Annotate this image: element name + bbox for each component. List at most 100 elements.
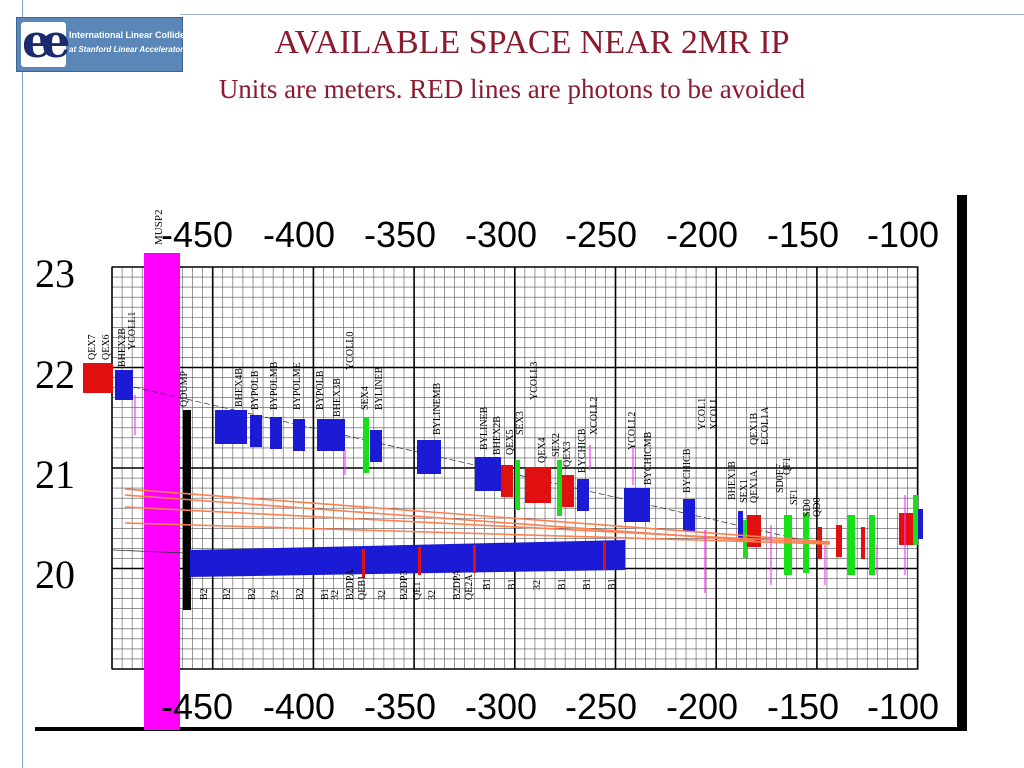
- magnet-bhex2b: [475, 457, 501, 491]
- label-bychicb-2: BYCHICB: [682, 448, 693, 493]
- label-sex2: SEX2: [551, 433, 562, 457]
- label-bhex1b: BHEX1B: [727, 461, 738, 500]
- photon-line: [124, 488, 831, 543]
- ilc-logo-mark: ee: [21, 14, 70, 68]
- label-sex3: SEX3: [515, 411, 526, 435]
- y-tick: 23: [35, 251, 75, 296]
- label-qex6: QEX6: [101, 334, 112, 360]
- beamline-layout-diagram: MUSP2 -450 -400 -350 -300 -250 -200 -150…: [35, 195, 967, 731]
- label-bhex2b: BHEX2B: [117, 328, 128, 367]
- red-marker: [362, 549, 365, 577]
- label-xcoll2: XCOLL2: [589, 397, 600, 435]
- label-ycoll0: YCOLL0: [345, 332, 356, 370]
- magnet-sex4: [363, 417, 369, 473]
- label-b1: B1: [557, 578, 568, 590]
- x-tick-bottom: -350: [364, 686, 436, 727]
- photon-line: [124, 522, 831, 545]
- label-ecol1a: ECOL1A: [760, 406, 771, 445]
- x-tick-bottom: -300: [465, 686, 537, 727]
- label-b2: B2: [295, 588, 306, 600]
- label-bypolmb: BYPOLMB: [269, 361, 280, 410]
- magnet-bypolb: [317, 419, 345, 451]
- magnet-qex7: [83, 363, 113, 393]
- photon-line: [124, 494, 756, 542]
- label-qe2a: QE2A: [464, 574, 475, 600]
- label-bychicmb: BYCHICMB: [643, 431, 654, 485]
- label-xcoll: XCOLL: [709, 397, 720, 430]
- magnet-qf1: [836, 525, 842, 557]
- label-bylinemb: BYLINEMB: [432, 382, 443, 435]
- label-32: 32: [330, 590, 341, 600]
- x-tick-bottom: -450: [161, 686, 233, 727]
- magnet-red-final: [899, 513, 913, 545]
- slide-subtitle: Units are meters. RED lines are photons …: [218, 74, 806, 104]
- x-tick-top: -450: [161, 214, 233, 255]
- photon-lines: [124, 488, 831, 545]
- magnet-qex5: [501, 465, 513, 497]
- photon-line: [124, 506, 831, 544]
- label-qex1a: QEX1A: [749, 469, 760, 503]
- frame-right-edge: [957, 195, 967, 730]
- label-qex1b: QEX1B: [749, 412, 760, 445]
- label-b1: B1: [482, 578, 493, 590]
- label-bhex3b: BHEX3B: [332, 378, 343, 417]
- logo-line1: International Linear Collider: [69, 30, 189, 40]
- label-bhex4b: BHEX4B: [234, 368, 245, 407]
- magnet-bypolme: [293, 419, 305, 451]
- magnet-bhex4b: [215, 410, 247, 444]
- label-bylineb-2: BYLINEB: [479, 406, 490, 450]
- x-tick-bottom: -200: [666, 686, 738, 727]
- x-tick-bottom: -150: [767, 686, 839, 727]
- collimator-markers: [134, 395, 906, 593]
- red-marker: [603, 542, 606, 570]
- label-qex5: QEX5: [505, 429, 516, 455]
- beam-axis-line: [112, 549, 186, 554]
- label-qex3: QEX3: [562, 441, 573, 467]
- x-tick-top: -200: [666, 214, 738, 255]
- x-axis-labels: -450 -400 -350 -300 -250 -200 -150 -100 …: [161, 214, 939, 727]
- x-tick-top: -300: [465, 214, 537, 255]
- label-qd0: QD0: [812, 498, 823, 517]
- label-b1: B1: [507, 578, 518, 590]
- musp2-label: MUSP2: [153, 210, 165, 245]
- magnet-sex2: [557, 460, 562, 516]
- magnet-blue-final: [918, 509, 923, 539]
- label-qex4: QEX4: [537, 437, 548, 463]
- label-b2dpa-2: B2DPA: [452, 568, 463, 600]
- label-qeb1: QEB1: [357, 575, 368, 600]
- label-ycol1: YCOL1: [697, 398, 708, 430]
- x-tick-bottom: -100: [867, 686, 939, 727]
- label-bypolb-2: BYPOLB: [315, 370, 326, 410]
- y-axis-labels: 23 22 21 20: [35, 251, 75, 597]
- label-ycoll3: YCOLL3: [529, 362, 540, 400]
- label-b2dp3: B2DP3: [399, 571, 410, 600]
- ilc-logo: ee International Linear Collider at Stan…: [16, 14, 211, 72]
- label-32: 32: [427, 590, 438, 600]
- magnet-bylinemb: [417, 440, 441, 474]
- magnet-bhex1b: [738, 511, 743, 541]
- label-32: 32: [270, 590, 281, 600]
- magnet-qex4: [525, 467, 551, 503]
- x-tick-bottom: -250: [565, 686, 637, 727]
- label-sex1: SEX1: [739, 479, 750, 503]
- magnet-sf1b: [869, 515, 875, 575]
- slide-title: AVAILABLE SPACE NEAR 2MR IP: [274, 24, 790, 61]
- label-b2dpa: B2DPA: [345, 568, 356, 600]
- magnet-bypolb: [250, 415, 262, 447]
- x-tick-top: -250: [565, 214, 637, 255]
- magnet-bychicb: [577, 479, 589, 511]
- magnet-bhex2b: [115, 370, 133, 400]
- label-32: 32: [377, 590, 388, 600]
- magnet-sd0: [847, 515, 855, 575]
- label-bypolb: BYPOLB: [250, 370, 261, 410]
- x-tick-top: -350: [364, 214, 436, 255]
- label-sex4: SEX4: [360, 386, 371, 410]
- y-tick: 22: [35, 352, 75, 397]
- x-tick-top: -150: [767, 214, 839, 255]
- label-ycoll1: YCOLL1: [127, 312, 138, 350]
- label-32: 32: [532, 580, 543, 590]
- left-border-rule: [22, 0, 23, 768]
- label-b2: B2: [199, 588, 210, 600]
- y-tick: 21: [35, 452, 75, 497]
- label-qex7: QEX7: [87, 334, 98, 360]
